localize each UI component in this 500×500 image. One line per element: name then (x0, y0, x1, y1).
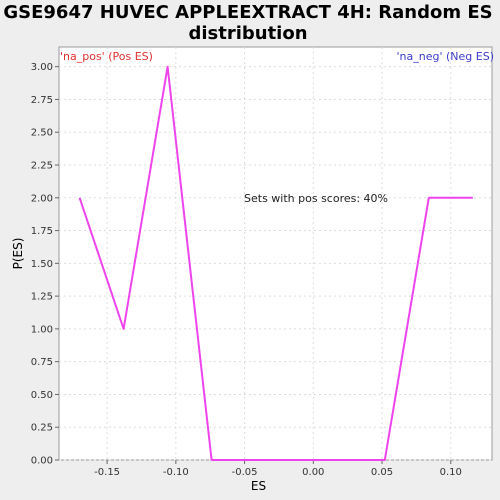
y-tick-label: 2.00 (31, 193, 53, 204)
y-tick-label: 1.75 (31, 226, 53, 237)
x-tick-label: -0.10 (163, 467, 189, 478)
y-tick-label: 0.50 (31, 390, 53, 401)
x-tick-label: -0.05 (232, 467, 258, 478)
pos-score-annotation: Sets with pos scores: 40% (244, 192, 388, 205)
x-tick-label: 0.00 (302, 467, 324, 478)
y-tick-label: 2.50 (31, 128, 53, 139)
y-tick-label: 1.00 (31, 324, 53, 335)
y-tick-label: 0.75 (31, 357, 53, 368)
y-tick-label: 2.75 (31, 95, 53, 106)
y-tick-label: 0.00 (31, 456, 53, 467)
legend-pos-label: 'na_pos' (Pos ES) (60, 50, 153, 63)
series-layer (78, 65, 473, 461)
grid-lines (59, 47, 492, 461)
y-tick-label: 0.25 (31, 423, 53, 434)
chart-title: GSE9647 HUVEC APPLEEXTRACT 4H: Random ES… (3, 2, 493, 44)
x-axis-title: ES (251, 479, 266, 493)
legend-neg-label: 'na_neg' (Neg ES) (397, 50, 494, 63)
y-tick-label: 3.00 (31, 62, 53, 73)
y-tick-label: 1.25 (31, 292, 53, 303)
x-tick-label: -0.15 (94, 467, 120, 478)
y-tick-label: 2.25 (31, 161, 53, 172)
es-series-line (78, 65, 473, 461)
y-tick-label: 1.50 (31, 259, 53, 270)
x-tick-label: 0.05 (371, 467, 393, 478)
x-tick-label: 0.10 (440, 467, 462, 478)
y-axis-title: P(ES) (11, 238, 25, 270)
plot-area (58, 46, 493, 461)
axes: 0.00 0.25 0.50 0.75 1.00 1.25 1.50 1.75 2.00 2.25… (31, 62, 462, 478)
